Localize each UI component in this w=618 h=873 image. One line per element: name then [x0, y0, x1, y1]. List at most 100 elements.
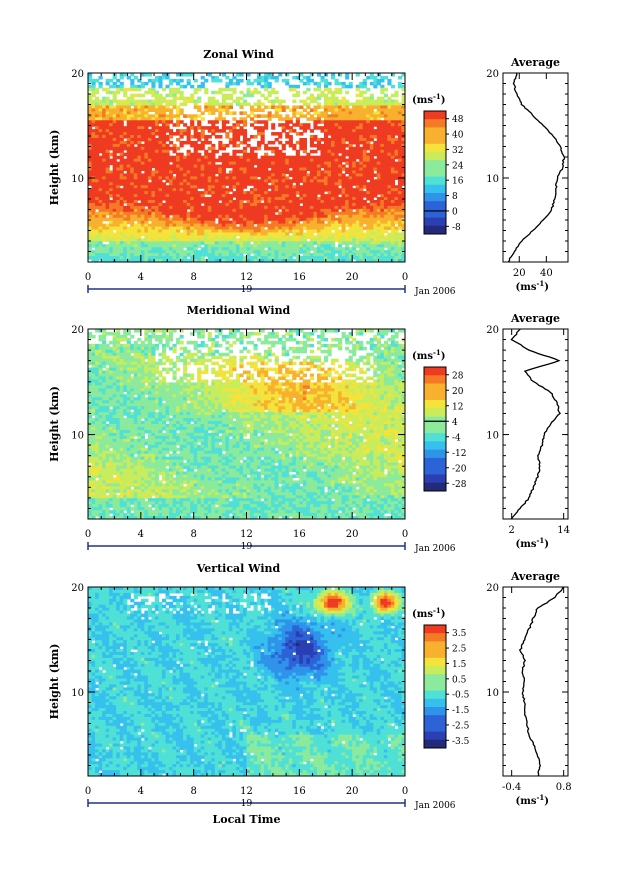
heatmap-cell: [239, 202, 244, 207]
heatmap-cell: [116, 167, 121, 172]
heatmap-cell: [316, 208, 322, 213]
heatmap-cell: [380, 152, 385, 157]
heatmap-cell: [109, 244, 114, 248]
heatmap-cell: [331, 259, 336, 262]
heatmap-cell: [373, 235, 378, 239]
heatmap-cell: [285, 217, 290, 222]
heatmap-cell: [225, 259, 230, 262]
heatmap-cell: [380, 176, 385, 180]
heatmap-cell: [274, 205, 279, 210]
profile-x-tick-label: 20: [513, 268, 526, 279]
heatmap-cell: [179, 132, 184, 136]
heatmap-cell: [390, 132, 396, 136]
heatmap-cell: [112, 247, 117, 251]
heatmap-cell: [348, 167, 353, 172]
heatmap-cell: [239, 256, 244, 260]
heatmap-cell: [133, 188, 138, 192]
heatmap-cell: [260, 132, 265, 136]
heatmap-cell: [394, 123, 399, 127]
heatmap-cell: [102, 108, 107, 112]
heatmap-cell: [190, 84, 195, 89]
heatmap-cell: [161, 105, 167, 110]
heatmap-cell: [137, 93, 142, 98]
heatmap-cell: [211, 129, 216, 133]
colorbar-segment: [424, 160, 446, 169]
heatmap-cell: [218, 111, 223, 115]
heatmap-cell: [193, 129, 198, 133]
heatmap-cell: [169, 164, 174, 169]
heatmap-cell: [334, 199, 339, 204]
heatmap-cell: [165, 223, 170, 228]
heatmap-cell: [274, 199, 279, 204]
heatmap-cell: [200, 199, 205, 204]
heatmap-cell: [390, 84, 396, 89]
heatmap-cell: [299, 247, 304, 251]
heatmap-cell: [123, 99, 128, 104]
heatmap-cell: [105, 211, 110, 216]
heatmap-cell: [235, 226, 241, 231]
heatmap-cell: [257, 78, 262, 83]
heatmap-cell: [105, 102, 110, 107]
heatmap-cell: [190, 235, 195, 239]
heatmap-cell: [250, 161, 255, 166]
heatmap-cell: [302, 102, 307, 107]
heatmap-cell: [327, 188, 332, 192]
heatmap-cell: [140, 120, 145, 124]
heatmap-cell: [161, 256, 167, 260]
heatmap-cell: [91, 132, 96, 136]
heatmap-cell: [186, 135, 191, 139]
heatmap-cell: [316, 211, 322, 216]
heatmap-cell: [278, 182, 283, 186]
heatmap-cell: [105, 179, 110, 183]
heatmap-cell: [397, 117, 403, 121]
heatmap-cell: [242, 256, 248, 260]
heatmap-cell: [376, 102, 381, 107]
heatmap-cell: [348, 108, 353, 112]
heatmap-cell: [387, 149, 392, 154]
heatmap-cell: [165, 188, 170, 192]
heatmap-cell: [165, 102, 170, 107]
heatmap-cell: [218, 238, 223, 242]
heatmap-cell: [169, 256, 174, 260]
heatmap-cell: [179, 238, 184, 242]
heatmap-cell: [186, 197, 191, 201]
heatmap-cell: [105, 120, 110, 124]
heatmap-cell: [345, 232, 350, 237]
heatmap-cell: [140, 73, 145, 77]
heatmap-cell: [98, 235, 103, 239]
heatmap-cell: [133, 161, 138, 166]
heatmap-cell: [390, 105, 396, 110]
heatmap-cell: [137, 208, 142, 213]
heatmap-cell: [295, 105, 300, 110]
heatmap-cell: [376, 211, 381, 216]
heatmap-cell: [232, 143, 237, 148]
heatmap-cell: [264, 170, 269, 174]
heatmap-cell: [250, 259, 255, 262]
heatmap-cell: [331, 126, 336, 130]
heatmap-cell: [88, 483, 93, 487]
heatmap-cell: [151, 149, 156, 154]
heatmap-cell: [376, 185, 381, 189]
heatmap-cell: [211, 179, 216, 183]
heatmap-cell: [299, 164, 304, 169]
heatmap-cell: [253, 241, 258, 245]
heatmap-cell: [197, 143, 202, 148]
heatmap-cell: [274, 220, 279, 225]
heatmap-cell: [264, 81, 269, 86]
heatmap-cell: [362, 120, 367, 124]
heatmap-cell: [331, 232, 336, 237]
heatmap-cell: [285, 194, 290, 198]
heatmap-cell: [133, 108, 138, 112]
heatmap-cell: [200, 117, 205, 121]
heatmap-cell: [394, 170, 399, 174]
heatmap-cell: [126, 256, 131, 260]
heatmap-cell: [144, 185, 149, 189]
heatmap-cell: [401, 220, 405, 225]
heatmap-cell: [218, 202, 223, 207]
heatmap-cell: [172, 123, 177, 127]
heatmap-cell: [288, 220, 293, 225]
heatmap-cell: [323, 244, 329, 248]
heatmap-cell: [239, 205, 244, 210]
heatmap-cell: [221, 259, 226, 262]
heatmap-cell: [264, 214, 269, 219]
